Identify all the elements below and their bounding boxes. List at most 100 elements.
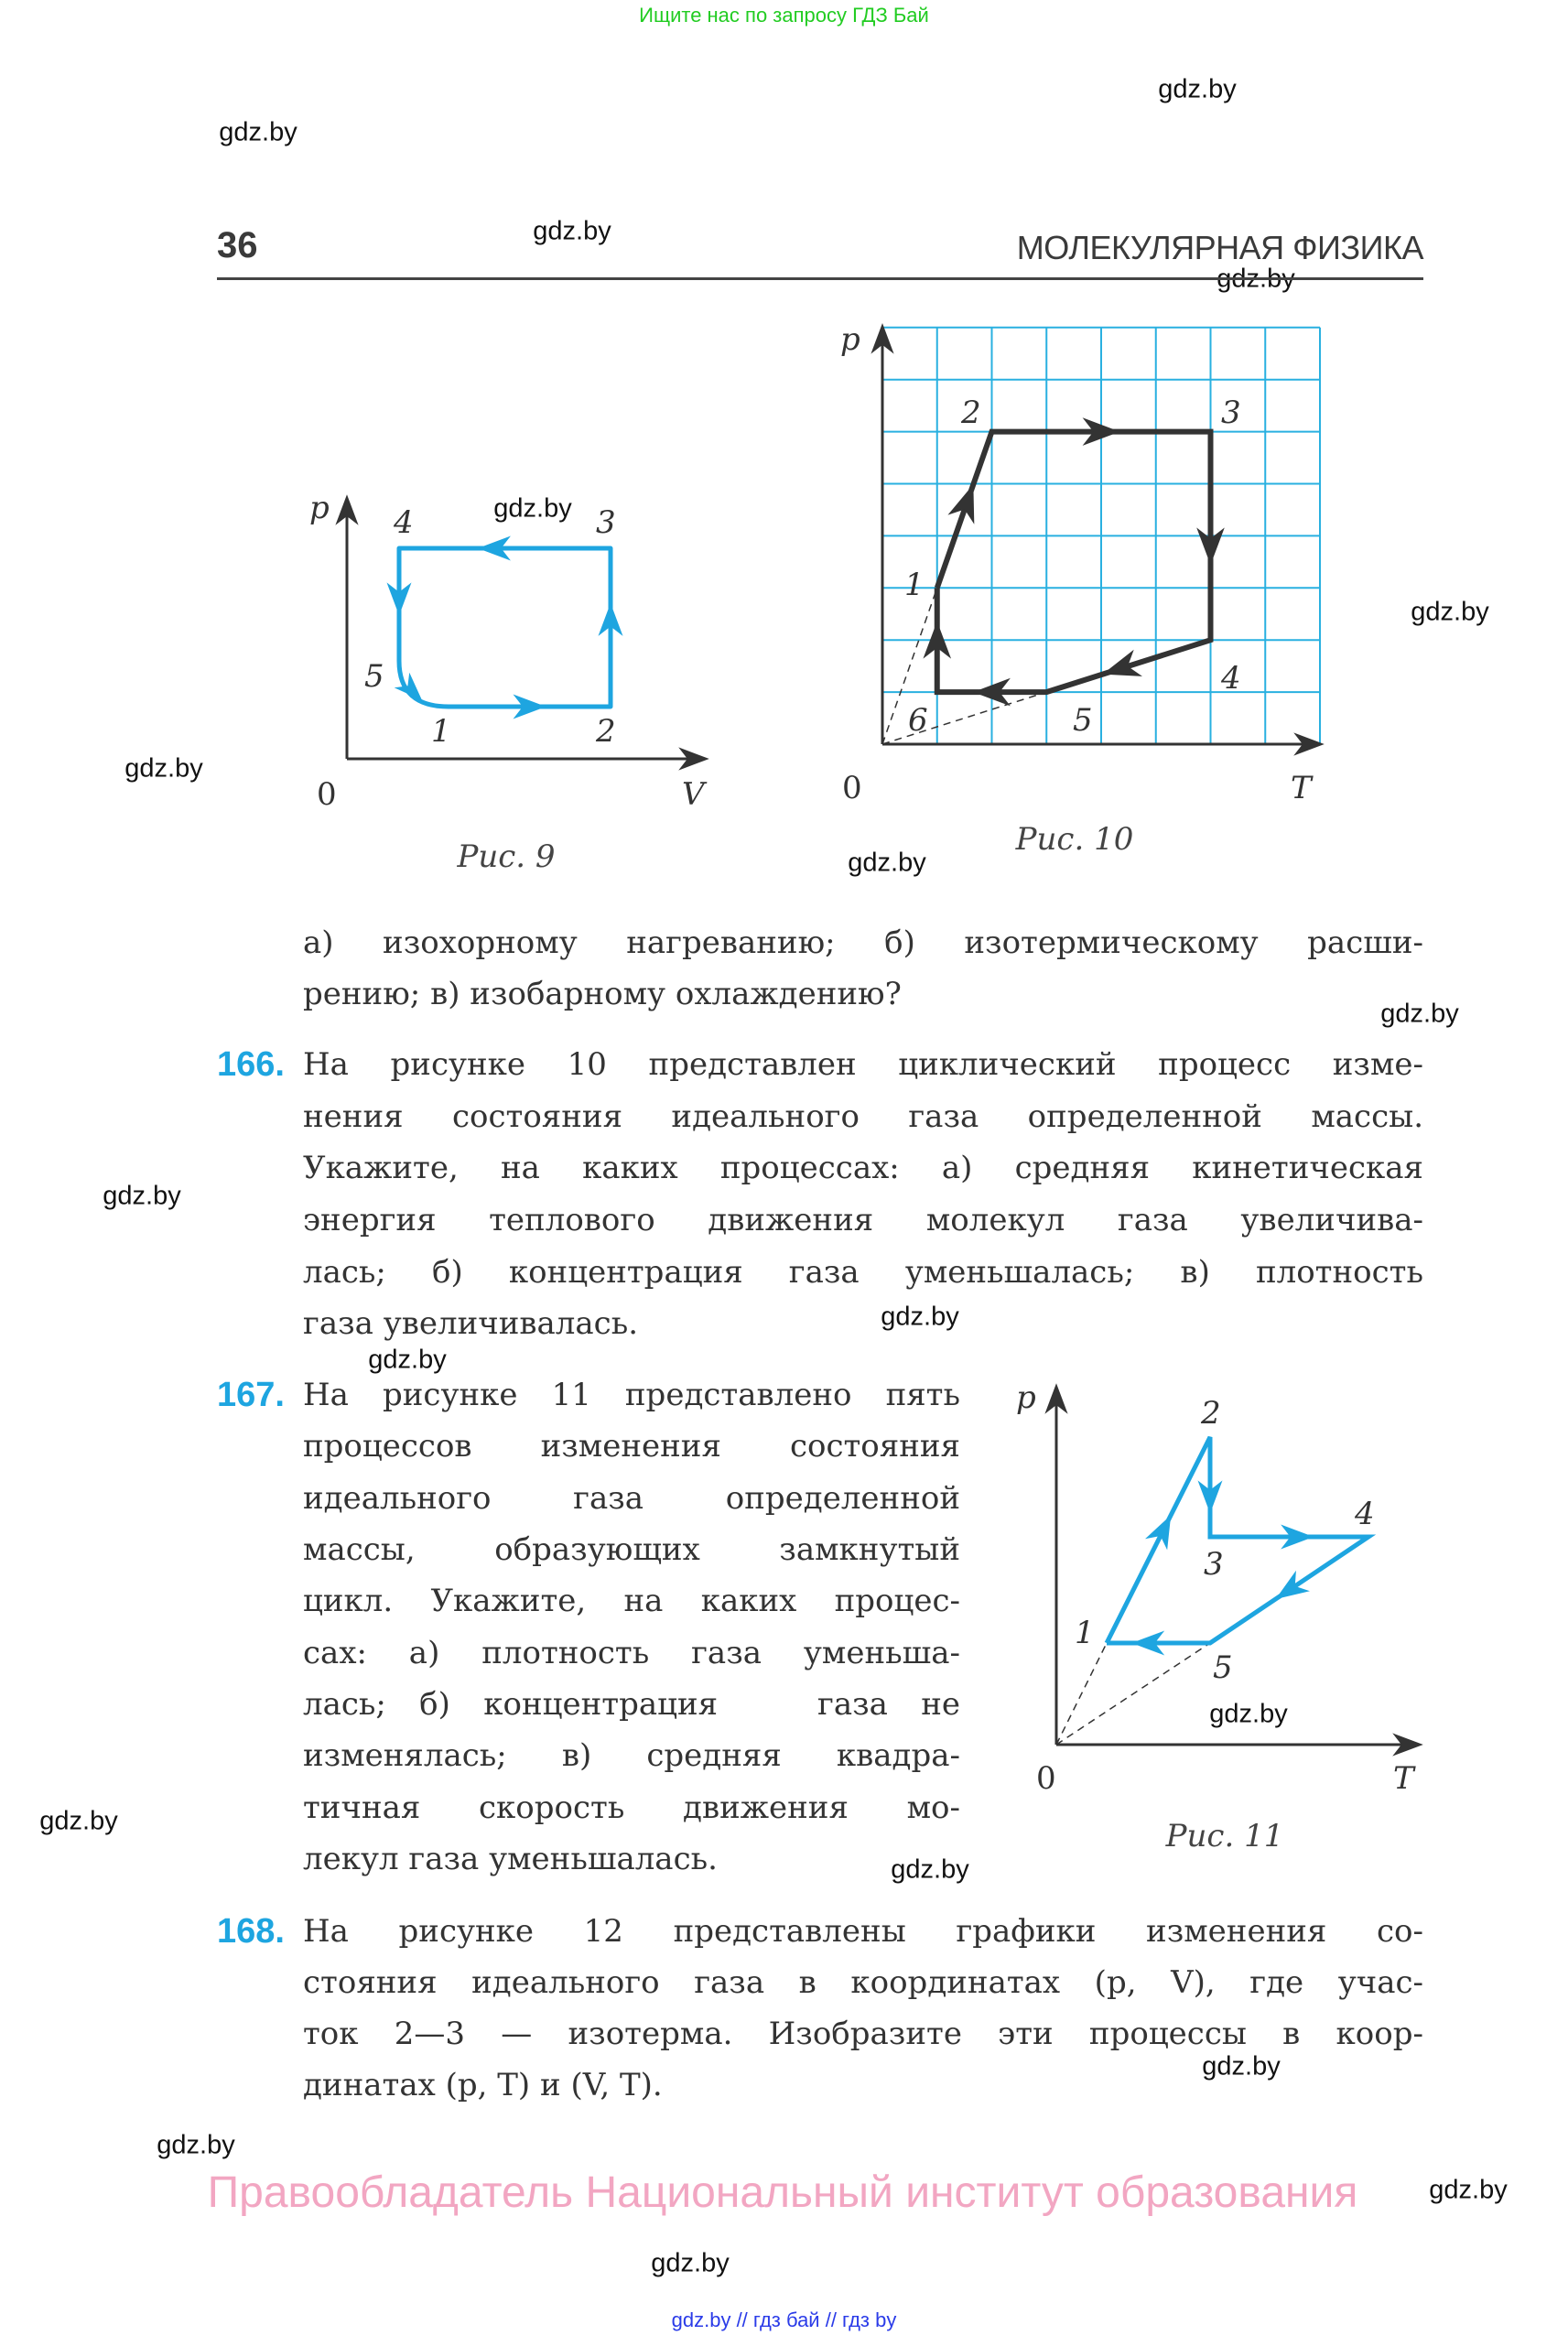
fig11-isochore-dashed [1055,1642,1108,1746]
fig11-cycle-path [1104,1435,1377,1646]
fig10-point-5: 5 [1073,702,1093,739]
fig10-caption: Рис. 10 [1015,821,1134,858]
watermark: gdz.by [1209,1699,1288,1729]
fig11-axis-p: p [1016,1379,1036,1416]
fig9-arrow-4-5 [386,582,412,616]
text-line: нения состояния идеального газа определе… [303,1098,1423,1135]
watermark: gdz.by [1429,2175,1508,2205]
fig11-point-2: 2 [1200,1395,1221,1432]
text-line: ток 2—3 — изотерма. Изобразите эти проце… [303,2016,1423,2052]
search-hint: Ищите нас по запросу ГДЗ Бай [639,4,929,27]
fig10-grid [882,326,1321,744]
text-line: лась; б) концентрация газа уменьшалась; … [303,1254,1423,1291]
fig10-arrow-4-5 [1102,649,1142,676]
watermark: gdz.by [39,1806,118,1836]
watermark: gdz.by [1158,74,1237,104]
fig10-axis-p: p [840,321,860,358]
fig10-isochore-dashed [881,588,938,745]
fig11-arrow-3-4 [1281,1524,1314,1550]
figure-10: p T 0 1 2 3 4 5 6 Рис. 10 [840,321,1325,858]
fig10-axis-t: T [1291,770,1314,806]
problem-number-168: 168. [217,1912,285,1951]
fig11-origin: 0 [1036,1760,1056,1797]
fig11-axis-t: T [1393,1760,1416,1797]
fig9-point-5: 5 [364,658,384,695]
problem-number-166: 166. [217,1045,285,1084]
text-line: цикл. Укажите, на каких процес- [303,1583,960,1619]
fig10-origin: 0 [842,770,862,806]
fig9-point-1: 1 [431,713,451,750]
fig10-point-6: 6 [908,702,928,739]
fig11-isochore-dashed [1055,1642,1211,1746]
watermark: gdz.by [891,1854,969,1885]
fig10-arrow-1-2 [947,484,975,524]
fig11-arrow-4-5 [1275,1570,1310,1600]
watermark: gdz.by [1411,597,1489,627]
fig10-point-1: 1 [904,567,925,603]
fig10-cycle-path [934,428,1214,696]
text-line: изменялась; в) средняя квадра- [303,1737,960,1774]
watermark: gdz.by [493,493,572,524]
y-axis-arrow-icon [1044,1383,1068,1414]
fig9-point-3: 3 [596,504,616,541]
fig11-arrow-1-2 [1145,1515,1172,1551]
watermark: gdz.by [157,2130,235,2160]
watermark: gdz.by [124,753,203,784]
fig9-arrow-3-4 [477,535,511,561]
fig11-point-5: 5 [1213,1649,1233,1686]
fig11-point-3: 3 [1204,1546,1224,1583]
fig9-cycle-path [396,546,613,709]
text-line: газа увеличивалась. [303,1305,639,1342]
footer-links[interactable]: gdz.by // гдз бай // гдз by [671,2308,897,2331]
text-line: динатах (p, T) и (V, T). [303,2067,663,2103]
fig10-point-3: 3 [1221,395,1241,431]
text-line: сах: а) плотность газа уменьша- [303,1635,960,1671]
text-line: лась; б) концентрация газа не [303,1686,960,1723]
fig10-arrow-6-1 [923,621,952,659]
x-axis-arrow-icon [678,747,709,771]
text-line: энергия теплового движения молекул газа … [303,1202,1423,1238]
fig9-point-2: 2 [595,713,616,750]
watermark: gdz.by [1202,2051,1281,2081]
copyright-notice: Правообладатель Национальный институт об… [207,2168,1358,2217]
watermark: gdz.by [848,848,926,878]
text-line: стояния идеального газа в координатах (p… [303,1964,1423,2001]
fig11-arrow-5-1 [1131,1630,1165,1656]
watermark: gdz.by [103,1181,181,1211]
text-line: Укажите, на каких процессах: а) средняя … [303,1150,1423,1186]
page-number: 36 [217,225,258,265]
watermark: gdz.by [881,1302,959,1332]
text-line: лекул газа уменьшалась. [303,1841,718,1877]
fig9-arrow-1-2 [513,694,546,719]
fig9-axis-p: p [309,490,330,526]
fig10-point-2: 2 [960,395,981,431]
text-line: рению; в) изобарному охлаждению? [303,976,902,1012]
text-line: процессов изменения состояния [303,1428,960,1465]
x-axis-arrow-icon [1392,1733,1423,1757]
fig11-point-4: 4 [1354,1496,1375,1532]
fig11-arrow-2-3 [1197,1480,1223,1514]
header-rule [217,277,1423,280]
fig10-arrow-3-4 [1196,527,1225,566]
fig10-arrow-2-3 [1082,417,1120,446]
watermark: gdz.by [368,1345,447,1375]
fig9-arrow-2-3 [598,602,623,636]
watermark: gdz.by [219,117,297,147]
text-line: На рисунке 11 представлено пять [303,1377,960,1413]
text-line: идеального газа определенной [303,1480,960,1517]
section-title: МОЛЕКУЛЯРНАЯ ФИЗИКА [1016,229,1424,266]
y-axis-arrow-icon [871,323,894,354]
fig10-point-4: 4 [1220,660,1241,697]
fig10-arrow-5-6 [973,677,1011,707]
fig9-point-4: 4 [393,504,414,541]
text-line: а) изохорному нагреванию; б) изотермичес… [303,924,1423,961]
text-line: тичная скорость движения мо- [303,1789,960,1826]
fig9-caption: Рис. 9 [456,838,555,875]
fig9-origin: 0 [317,776,337,813]
text-line: На рисунке 12 представлены графики измен… [303,1913,1423,1950]
problem-number-167: 167. [217,1376,285,1414]
fig10-isochore-dashed [881,691,1047,745]
x-axis-arrow-icon [1293,732,1325,756]
fig11-point-1: 1 [1075,1615,1095,1651]
